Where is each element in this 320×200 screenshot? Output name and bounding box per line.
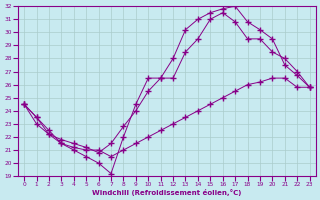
- X-axis label: Windchill (Refroidissement éolien,°C): Windchill (Refroidissement éolien,°C): [92, 189, 242, 196]
